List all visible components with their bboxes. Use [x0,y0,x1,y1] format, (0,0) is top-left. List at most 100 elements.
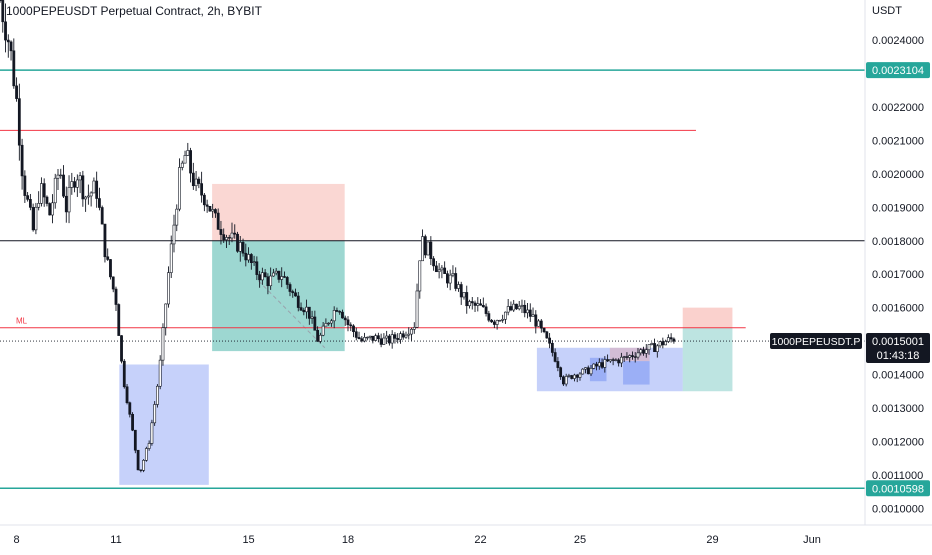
candle-body-2 [4,21,7,41]
candle-body-93 [255,261,259,275]
candle-body-45 [122,360,126,388]
candle-body-233 [642,349,645,354]
candle-body-37 [100,207,104,225]
candle-body-16 [42,183,46,198]
candle-body-238 [655,345,659,352]
candle-body-169 [465,292,469,307]
candle-body-224 [617,359,621,364]
price-labels-layer: 0.0023104 0.0010598 1000PEPEUSDT.P 0.001500… [770,62,930,497]
candle-body-76 [208,206,212,212]
candle-body-114 [313,316,317,331]
candle-body-90 [247,254,250,261]
candle-body-148 [407,333,411,336]
candle-body-62 [169,243,173,273]
candle-body-228 [628,355,632,358]
candle-body-3 [6,39,10,43]
candle-body-102 [280,276,284,280]
candle-body-44 [120,335,123,362]
candle-body-206 [567,375,571,377]
candle-body-193 [531,314,535,317]
candle-body-9 [23,175,27,196]
candle-body-220 [606,359,609,362]
zone-rect-7 [682,307,733,328]
candle-body-241 [664,341,667,346]
candle-body-226 [622,356,626,358]
candle-body-223 [614,359,618,361]
candle-body-182 [501,318,505,321]
y-tick-label-1: 0.0011000 [872,470,923,482]
axis-badge-text-0: 0.0023104 [872,65,924,77]
candle-body-63 [172,224,176,245]
candle-body-184 [506,306,510,313]
y-tick-label-7: 0.0017000 [872,269,924,281]
candle-body-99 [272,272,275,277]
candle-body-210 [578,373,582,378]
candle-body-122 [335,310,339,312]
candle-body-1 [1,0,5,23]
candle-body-227 [625,356,629,358]
levels-layer: ML [0,69,865,490]
candle-body-116 [318,334,322,342]
candle-body-152 [418,260,422,292]
y-tick-label-12: 0.0022000 [872,102,924,114]
y-tick-label-11: 0.0021000 [872,135,924,147]
candle-body-235 [647,344,651,351]
candle-body-117 [321,325,325,336]
candle-body-221 [608,359,612,362]
candle-body-213 [586,367,590,375]
y-tick-label-6: 0.0016000 [872,303,924,315]
candle-body-145 [399,333,402,340]
candle-body-177 [487,313,491,321]
candle-body-112 [307,306,311,319]
candle-body-4 [9,41,13,52]
candle-body-78 [214,209,217,214]
candle-body-198 [545,331,549,339]
candle-body-131 [360,338,364,342]
y-tick-label-3: 0.0013000 [872,403,924,415]
candle-body-35 [95,180,99,199]
candle-body-55 [150,422,154,444]
candle-body-203 [559,367,563,378]
zone-rect-0 [119,364,209,485]
candle-body-53 [144,448,148,461]
candle-body-142 [390,334,394,344]
candle-body-71 [194,178,198,187]
zone-rect-2 [212,240,345,352]
candle-body-51 [139,469,143,471]
symbol-tag-text: 1000PEPEUSDT.P [772,336,861,348]
candle-body-176 [484,306,488,314]
zone-rect-1 [212,183,345,241]
x-tick-label-6: 29 [706,534,718,546]
candle-body-212 [584,367,587,370]
candle-body-92 [252,261,256,263]
candle-body-106 [291,291,295,294]
symbol-tag [770,333,862,350]
candle-body-134 [368,335,372,338]
candle-body-10 [26,195,30,200]
candle-body-215 [592,363,596,369]
candle-body-136 [374,335,378,341]
candle-body-144 [396,338,400,340]
candle-body-209 [575,374,579,378]
candle-body-156 [429,241,433,259]
candle-body-188 [517,305,521,310]
candle-body-89 [244,252,248,261]
candle-body-104 [285,277,289,285]
current-price-badge [866,333,930,364]
candle-body-6 [15,85,18,99]
candle-body-128 [352,325,355,333]
candle-body-138 [379,338,383,345]
candle-body-22 [59,174,63,177]
candle-body-38 [103,223,107,258]
candle-body-159 [437,269,441,273]
candle-body-183 [504,311,507,320]
candle-body-237 [653,343,656,352]
candle-body-61 [167,272,170,305]
candle-body-54 [147,443,151,449]
candle-body-165 [454,273,458,289]
candle-body-96 [263,272,267,278]
x-tick-label-2: 15 [242,534,254,546]
zone-rect-6 [623,361,650,385]
candle-body-47 [128,402,132,415]
candle-body-70 [191,172,195,187]
